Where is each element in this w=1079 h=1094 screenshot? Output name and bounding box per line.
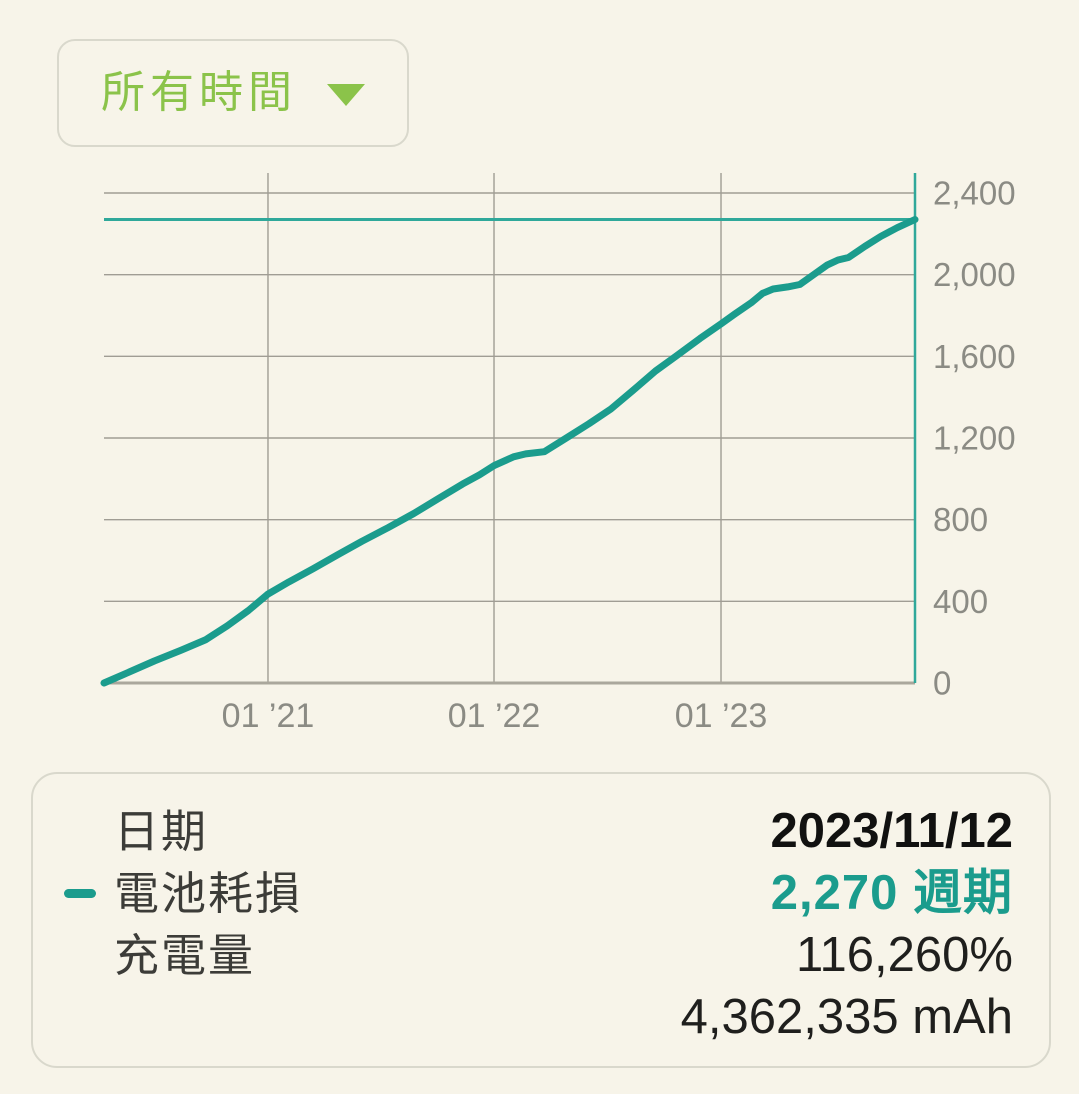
y-tick-label: 800 [933, 501, 988, 538]
battery-wear-chart[interactable]: 0 400 800 1,200 1,600 2,000 2,400 01 ’21 01 ’22 0… [0, 0, 1079, 750]
legend-swatch-col [64, 888, 114, 898]
x-tick-label: 01 ’21 [222, 697, 315, 735]
x-tick-label: 01 ’22 [448, 697, 541, 735]
time-range-label: 所有時間 [101, 68, 297, 117]
chart-canvas: 0 400 800 1,200 1,600 2,000 2,400 01 ’21 01 ’22 0… [100, 173, 1016, 735]
y-tick-label: 1,200 [933, 420, 1016, 457]
y-tick-label: 2,000 [933, 256, 1016, 293]
chevron-down-icon [327, 84, 365, 106]
y-tick-label: 400 [933, 583, 988, 620]
battery-wear-line [100, 216, 919, 687]
y-tick-label: 2,400 [933, 175, 1016, 212]
charge-mah-value: 4,362,335 mAh [680, 989, 1013, 1044]
date-label: 日期 [114, 805, 209, 857]
selection-details-card: 日期 2023/11/12 電池耗損 2,270 週期 充電量 116,260%… [31, 772, 1051, 1068]
battery-wear-label: 電池耗損 [114, 867, 303, 919]
y-tick-label: 0 [933, 665, 951, 702]
series-legend-dash-icon [64, 888, 96, 898]
charge-amount-label: 充電量 [114, 929, 256, 981]
date-value: 2023/11/12 [770, 803, 1013, 858]
detail-row-charge-mah: 4,362,335 mAh [64, 986, 1013, 1048]
x-tick-label: 01 ’23 [675, 697, 768, 735]
detail-row-battery-wear: 電池耗損 2,270 週期 [64, 862, 1013, 924]
time-range-dropdown[interactable]: 所有時間 [57, 39, 409, 147]
detail-row-charge-percent: 充電量 116,260% [64, 924, 1013, 986]
y-tick-label: 1,600 [933, 338, 1016, 375]
battery-wear-value: 2,270 週期 [770, 865, 1013, 920]
charge-percent-value: 116,260% [795, 927, 1013, 982]
detail-row-date: 日期 2023/11/12 [64, 800, 1013, 862]
